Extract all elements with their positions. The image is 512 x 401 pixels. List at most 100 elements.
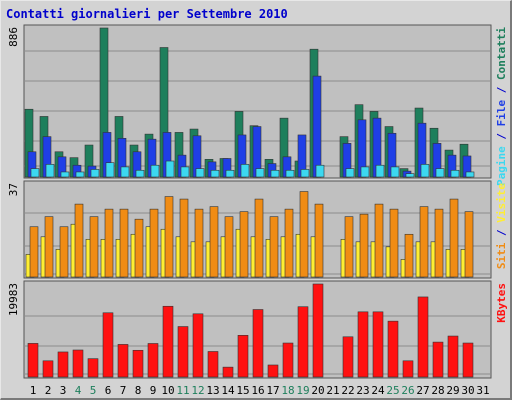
bar-siti-day-30 [464,211,474,278]
bar-pagine-day-2 [45,164,55,178]
bar-siti-day-4 [74,203,84,278]
bar-siti-day-28 [434,208,444,278]
bar-siti-day-29 [449,198,459,278]
bar-pagine-day-1 [30,168,40,178]
x-tick-label-day-27: 27 [416,384,429,397]
bar-siti-day-14 [224,216,234,278]
bar-siti-day-12 [194,208,204,278]
bar-kbytes-day-30 [462,342,474,378]
bar-pagine-day-19 [300,169,310,178]
bar-kbytes-day-23 [357,311,369,378]
bar-kbytes-day-29 [447,335,459,378]
bar-pagine-day-3 [60,171,70,178]
x-tick-label-day-26: 26 [401,384,414,397]
bar-kbytes-day-13 [207,351,219,378]
bar-pagine-day-26 [405,173,415,178]
bar-siti-day-25 [389,208,399,278]
bar-pagine-day-22 [345,168,355,178]
bar-pagine-day-20 [315,164,325,178]
x-tick-label-day-18: 18 [281,384,294,397]
legend-separator: / [495,80,508,100]
legend-panel-3: KBytes [495,283,508,323]
x-tick-label-day-22: 22 [341,384,354,397]
bar-kbytes-day-27 [417,296,429,378]
bar-pagine-day-15 [240,164,250,178]
x-tick-label-day-11: 11 [176,384,189,397]
x-tick-label-day-4: 4 [75,384,82,397]
bar-pagine-day-7 [120,166,130,178]
bar-kbytes-day-26 [402,360,414,378]
x-tick-label-day-3: 3 [60,384,67,397]
bar-siti-day-11 [179,198,189,278]
x-tick-label-day-28: 28 [431,384,444,397]
bar-kbytes-day-28 [432,341,444,378]
bar-siti-day-3 [59,226,69,278]
legend-pagine: Pagine [495,146,508,186]
x-tick-label-day-23: 23 [356,384,369,397]
bar-kbytes-day-3 [57,351,69,378]
bar-kbytes-day-12 [192,313,204,378]
bar-siti-day-7 [119,208,129,278]
legend-file: File [495,99,508,126]
bar-siti-day-2 [44,216,54,278]
bar-pagine-day-30 [465,171,475,178]
bar-siti-day-23 [359,213,369,278]
bar-pagine-day-24 [375,164,385,178]
bar-siti-day-24 [374,203,384,278]
bar-siti-day-20 [314,203,324,278]
bar-kbytes-day-24 [372,311,384,378]
bar-pagine-day-6 [105,162,115,178]
legend-separator: / [495,223,508,243]
bar-kbytes-day-15 [237,335,249,378]
legend-siti: Siti [495,242,508,269]
bar-kbytes-day-18 [282,342,294,378]
x-tick-label-day-10: 10 [161,384,174,397]
bar-pagine-day-8 [135,169,145,178]
bar-siti-day-8 [134,218,144,278]
bar-kbytes-day-17 [267,364,279,378]
bar-siti-day-18 [284,208,294,278]
bar-siti-day-13 [209,206,219,278]
bar-kbytes-day-14 [222,366,234,378]
legend-panel-2: Siti / Visite [495,183,508,269]
x-tick-label-day-19: 19 [296,384,309,397]
bar-pagine-day-29 [450,169,460,178]
bar-siti-day-9 [149,208,159,278]
x-tick-label-day-25: 25 [386,384,399,397]
x-tick-label-day-24: 24 [371,384,385,397]
bar-kbytes-day-16 [252,309,264,378]
bar-kbytes-day-10 [162,305,174,378]
y-axis-max-label-1: 886 [7,27,20,47]
y-axis-max-label-2: 37 [7,183,20,196]
bar-kbytes-day-8 [132,349,144,378]
bar-siti-day-6 [104,208,114,278]
chart-title: Contatti giornalieri per Settembre 2010 [6,7,288,21]
bar-kbytes-day-11 [177,326,189,378]
bar-pagine-day-25 [390,166,400,178]
bar-siti-day-15 [239,211,249,278]
x-tick-label-day-16: 16 [251,384,264,397]
x-tick-label-day-14: 14 [221,384,235,397]
x-tick-label-day-29: 29 [446,384,459,397]
bar-siti-day-22 [344,216,354,278]
y-axis-max-label-3: 19983 [7,283,20,316]
bar-pagine-day-17 [270,169,280,178]
x-tick-label-day-1: 1 [30,384,37,397]
bar-pagine-day-27 [420,164,430,178]
bar-kbytes-day-6 [102,312,114,378]
bar-file-day-20 [312,75,322,178]
x-tick-label-day-30: 30 [461,384,474,397]
bar-siti-day-16 [254,198,264,278]
bar-pagine-day-12 [195,168,205,178]
x-tick-label-day-8: 8 [135,384,142,397]
bar-siti-day-26 [404,233,414,278]
bar-pagine-day-16 [255,168,265,178]
x-tick-label-day-5: 5 [90,384,97,397]
bar-kbytes-day-9 [147,343,159,378]
bar-siti-day-27 [419,206,429,278]
x-tick-label-day-9: 9 [150,384,157,397]
bar-pagine-day-10 [165,160,175,178]
bar-pagine-day-23 [360,166,370,178]
